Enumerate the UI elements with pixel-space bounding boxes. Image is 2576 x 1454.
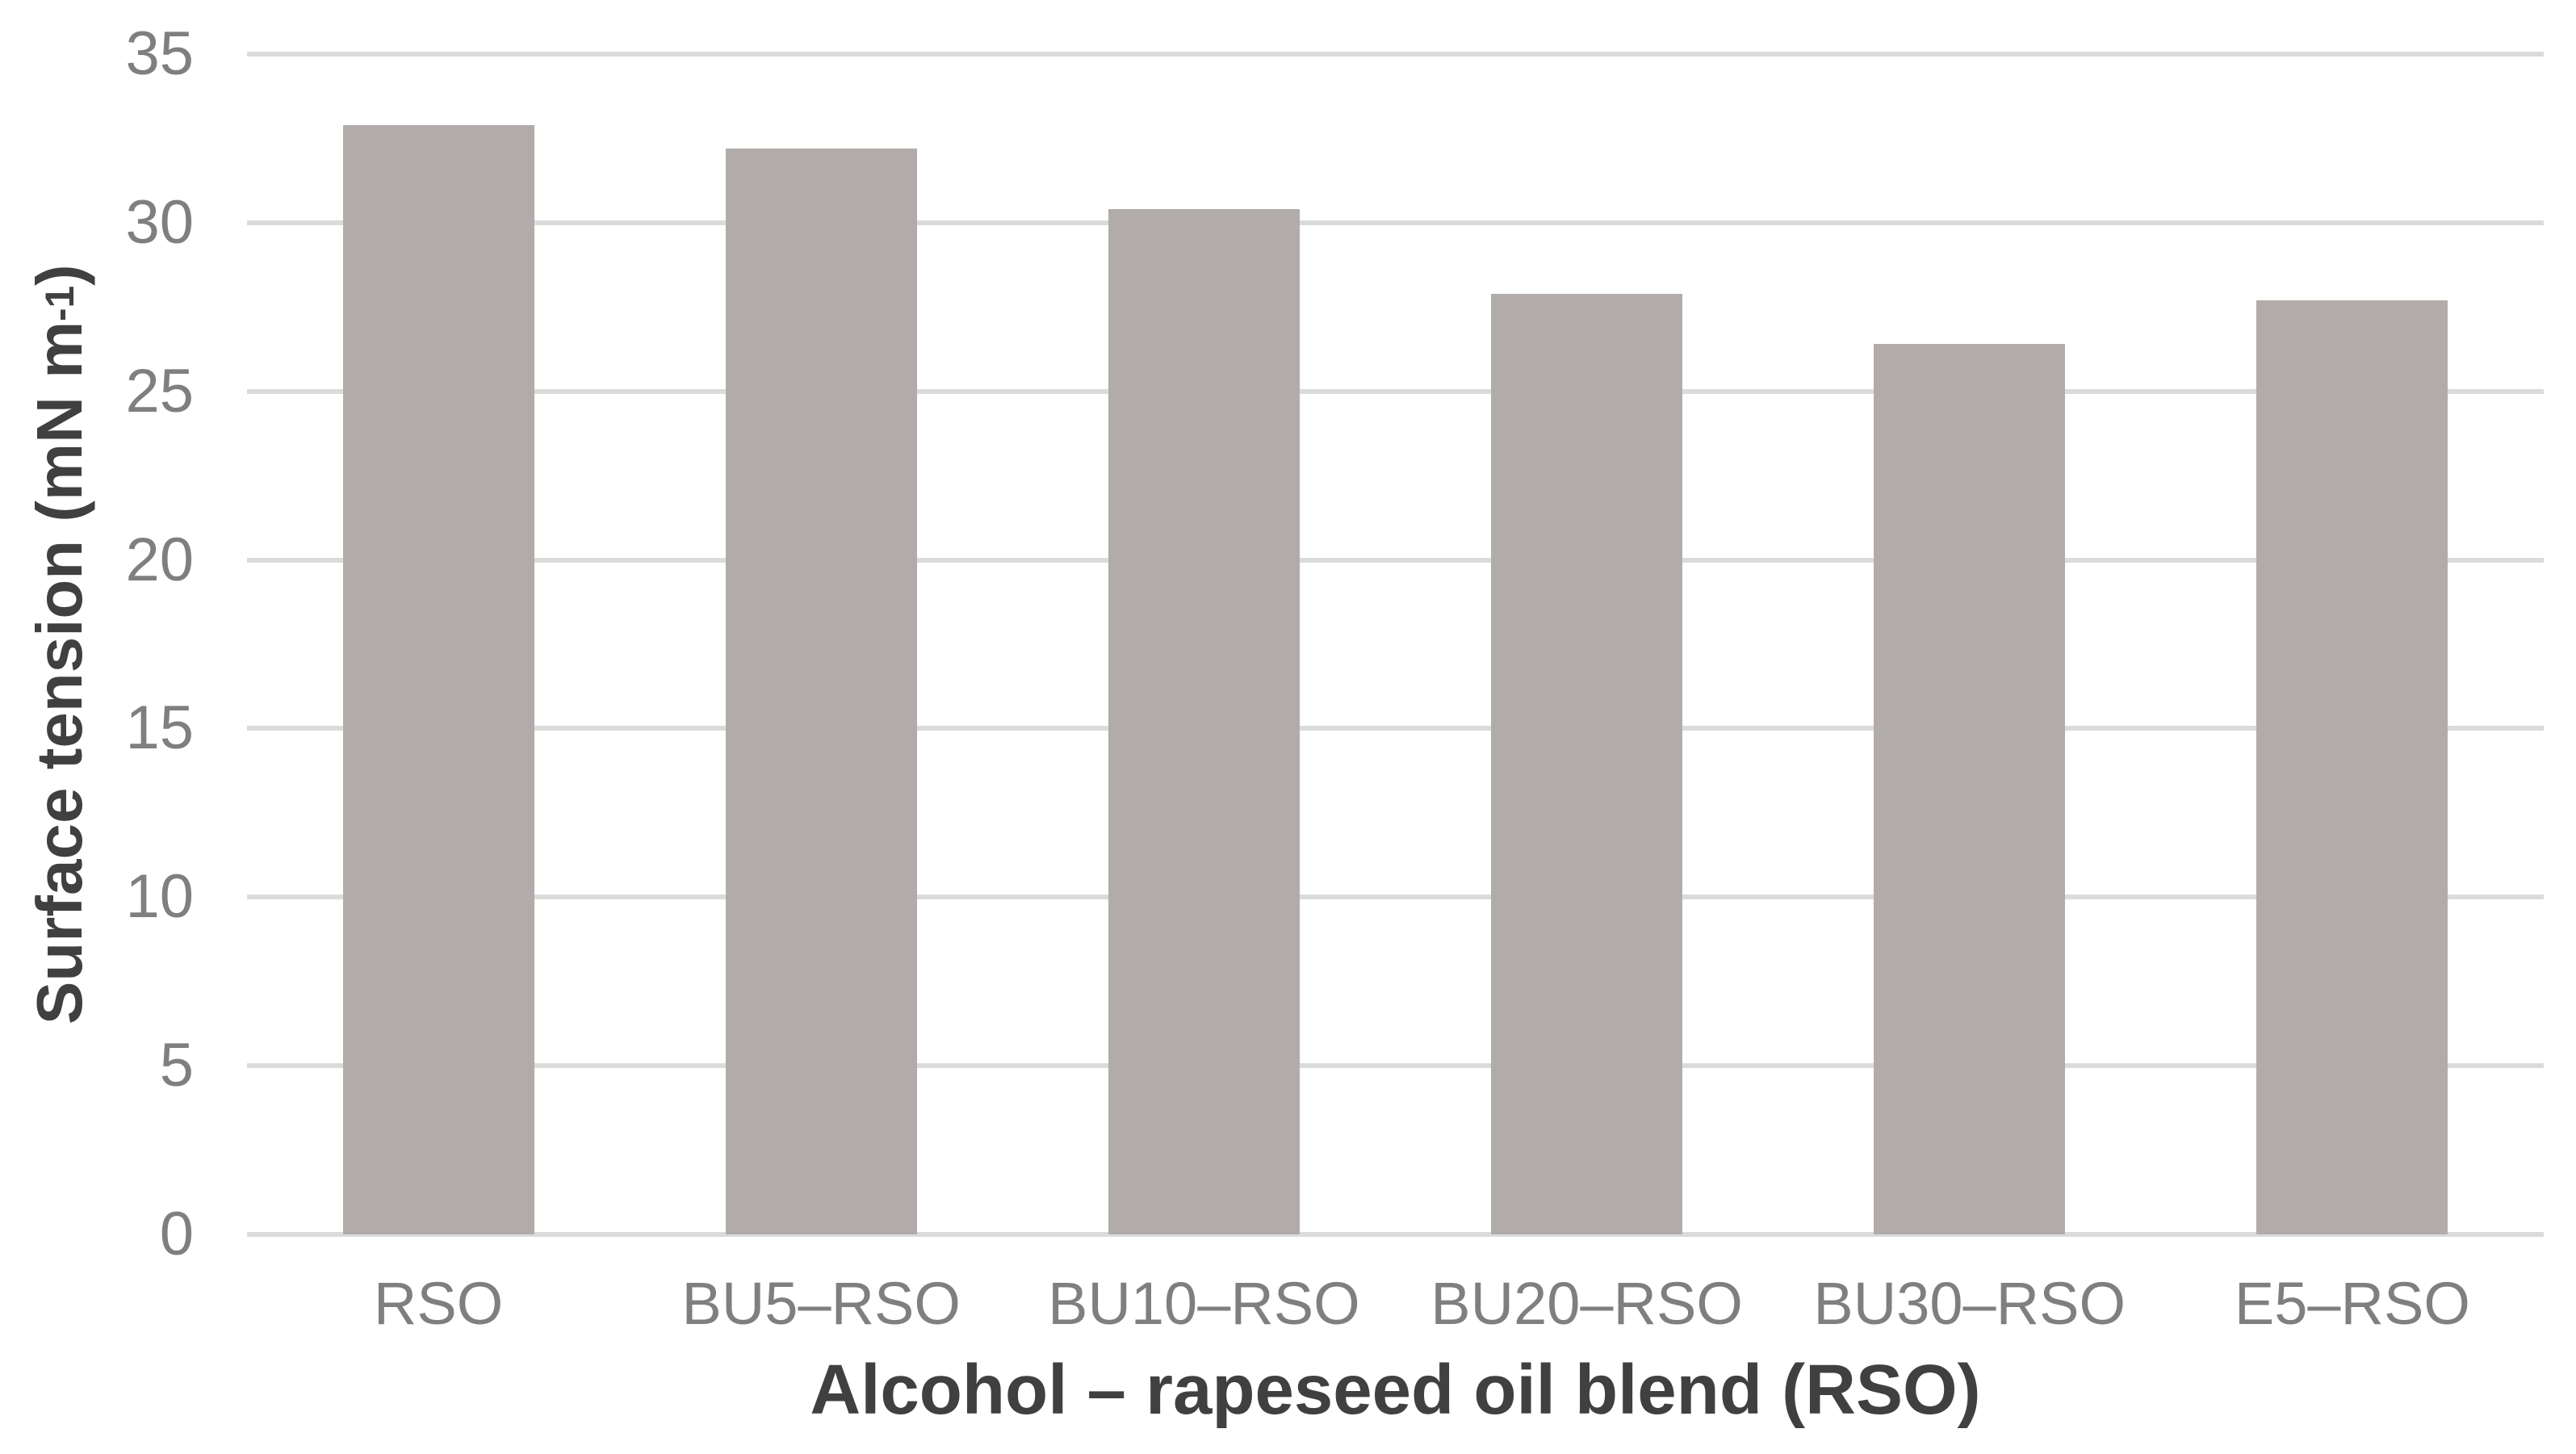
- gridline-y30: [247, 220, 2544, 225]
- y-tick-label-30: 30: [125, 187, 194, 257]
- gridline-y20: [247, 557, 2544, 563]
- x-axis-title: Alcohol – rapeseed oil blend (RSO): [810, 1351, 1981, 1429]
- plot-area: [247, 52, 2544, 1237]
- y-tick-label-15: 15: [125, 693, 194, 763]
- bar-BU10–RSO: [1108, 209, 1300, 1234]
- x-category-label-BU10–RSO: BU10–RSO: [1048, 1270, 1360, 1337]
- y-tick-label-0: 0: [159, 1200, 194, 1268]
- bar-BU30–RSO: [1874, 344, 2066, 1234]
- y-tick-label-35: 35: [125, 19, 194, 88]
- x-category-label-RSO: RSO: [373, 1270, 504, 1337]
- x-category-label-BU5–RSO: BU5–RSO: [681, 1270, 961, 1337]
- bar-BU20–RSO: [1491, 293, 1683, 1234]
- y-axis-title-close: ): [23, 263, 95, 286]
- bar-BU5–RSO: [725, 148, 917, 1234]
- x-axis-line: [247, 1232, 2544, 1237]
- gridline-y25: [247, 388, 2544, 394]
- gridline-y5: [247, 1063, 2544, 1069]
- x-category-label-BU20–RSO: BU20–RSO: [1430, 1270, 1743, 1337]
- bar-E5–RSO: [2256, 300, 2448, 1234]
- y-tick-label-25: 25: [125, 356, 194, 425]
- y-axis-title-superscript: -1: [37, 285, 82, 321]
- bar-RSO: [342, 124, 534, 1234]
- y-tick-label-5: 5: [159, 1031, 194, 1100]
- gridline-y35: [247, 52, 2544, 57]
- x-category-label-E5–RSO: E5–RSO: [2234, 1270, 2470, 1337]
- y-tick-label-20: 20: [125, 525, 194, 594]
- gridline-y10: [247, 895, 2544, 900]
- gridline-y15: [247, 726, 2544, 731]
- x-category-label-BU30–RSO: BU30–RSO: [1813, 1270, 2126, 1337]
- y-tick-label-10: 10: [125, 862, 194, 932]
